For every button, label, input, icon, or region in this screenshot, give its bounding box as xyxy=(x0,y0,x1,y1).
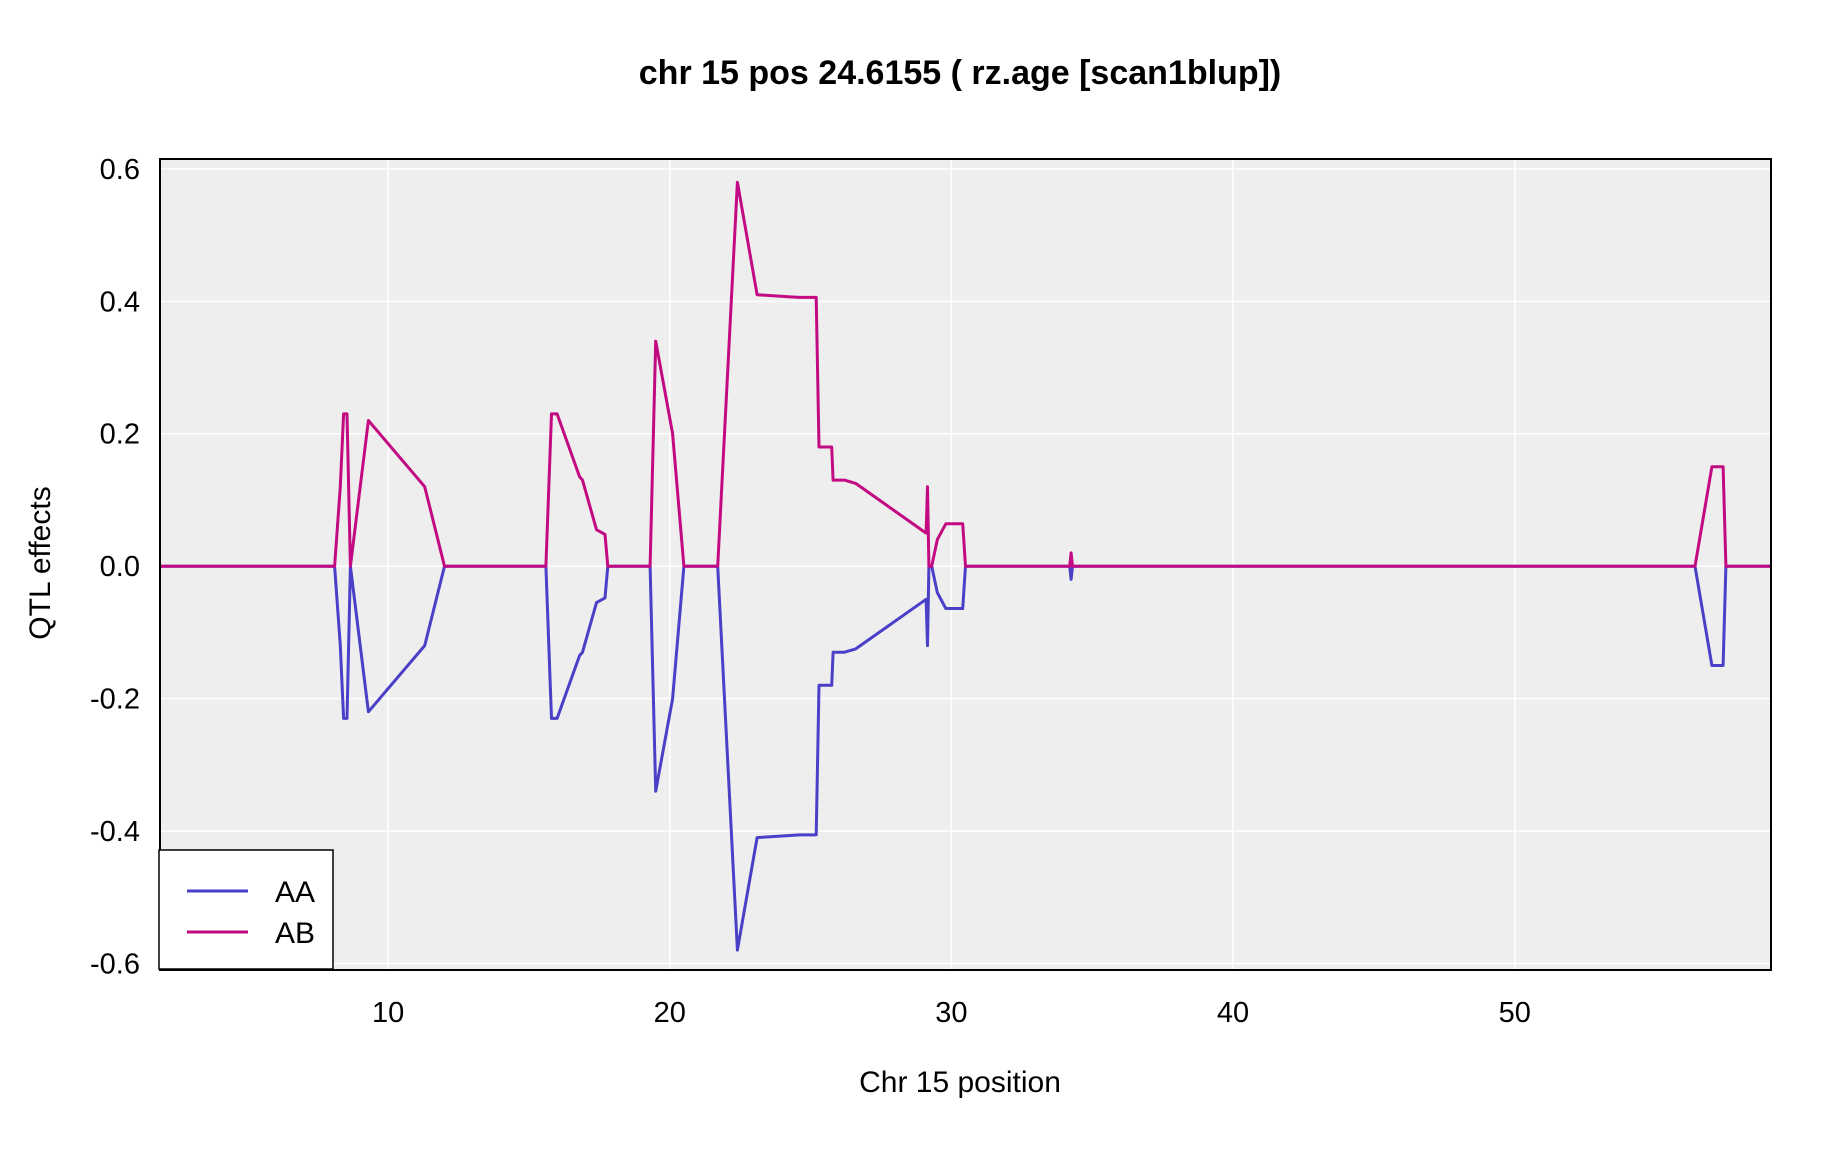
y-tick-label: -0.4 xyxy=(90,816,140,848)
x-tick-label: 50 xyxy=(1499,997,1531,1029)
series-lines xyxy=(160,180,1771,952)
x-tick-label: 40 xyxy=(1217,997,1249,1029)
y-axis-ticks: -0.6 -0.4 -0.2 0.0 0.2 0.4 0.6 xyxy=(90,154,140,980)
y-tick-label: 0.6 xyxy=(100,154,140,186)
y-axis-label: QTL effects xyxy=(24,486,57,639)
y-tick-label: -0.6 xyxy=(90,948,140,980)
x-axis-ticks: 10 20 30 40 50 xyxy=(372,997,1531,1029)
y-tick-label: -0.2 xyxy=(90,684,140,716)
plot-frame xyxy=(159,158,1772,971)
x-tick-label: 10 xyxy=(372,997,404,1029)
legend-label-ab: AB xyxy=(275,917,315,950)
legend-box xyxy=(158,849,334,970)
x-tick-label: 20 xyxy=(654,997,686,1029)
y-tick-label: 0.2 xyxy=(100,419,140,451)
y-tick-label: 0.0 xyxy=(100,551,140,583)
grid-lines xyxy=(160,159,1771,970)
series-line-ab xyxy=(160,180,1771,568)
legend: AA AB xyxy=(158,849,334,970)
x-axis-label: Chr 15 position xyxy=(859,1066,1061,1099)
x-tick-label: 30 xyxy=(935,997,967,1029)
chart-title: chr 15 pos 24.6155 ( rz.age [scan1blup]) xyxy=(639,54,1281,92)
legend-label-aa: AA xyxy=(275,876,315,909)
y-tick-label: 0.4 xyxy=(100,286,140,318)
